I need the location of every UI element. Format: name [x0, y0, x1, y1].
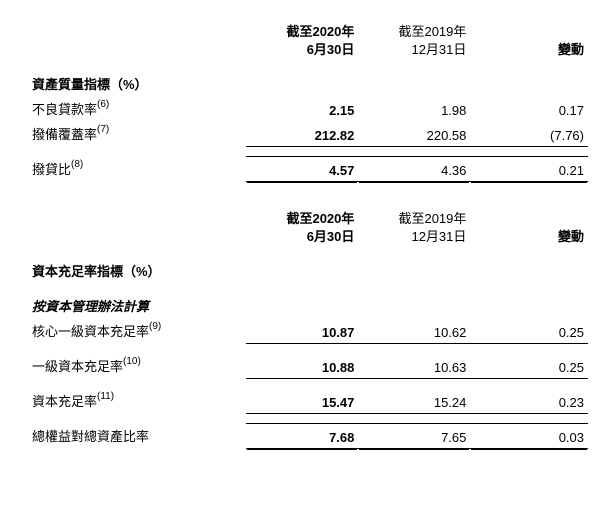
hdr1-col3: 變動 [470, 20, 588, 61]
provision-coverage-row: 撥備覆蓋率(7) 212.82 220.58 (7.76) [28, 121, 588, 146]
val: 220.58 [358, 121, 470, 146]
section2-subheading: 按資本管理辦法計算 [28, 293, 246, 318]
val: 0.17 [470, 96, 588, 121]
row-label: 撥備覆蓋率 [32, 127, 97, 142]
section2-title: 資本充足率指標（%） [28, 258, 246, 283]
val: 4.57 [246, 156, 358, 181]
section1-title: 資產質量指標（%） [28, 71, 246, 96]
row-note: (6) [97, 99, 109, 110]
section1-title-row: 資產質量指標（%） [28, 71, 588, 96]
row-label: 不良貸款率 [32, 102, 97, 117]
hdr2-col2-l1: 截至2019年 [362, 210, 466, 228]
hdr2-col1-l1: 截至2020年 [250, 210, 354, 228]
section2-subheading-row: 按資本管理辦法計算 [28, 293, 588, 318]
val: 2.15 [246, 96, 358, 121]
row-note: (9) [149, 321, 161, 332]
val: 15.24 [358, 388, 470, 413]
row-label: 總權益對總資產比率 [32, 429, 149, 444]
val: 7.65 [358, 423, 470, 448]
row-label: 撥貸比 [32, 162, 71, 177]
val: 0.21 [470, 156, 588, 181]
loan-provision-ratio-row: 撥貸比(8) 4.57 4.36 0.21 [28, 156, 588, 181]
hdr1-col1-l2: 6月30日 [250, 41, 354, 59]
hdr2-col1-l2: 6月30日 [250, 228, 354, 246]
val: 0.03 [470, 423, 588, 448]
val: 0.25 [470, 353, 588, 378]
section2-title-row: 資本充足率指標（%） [28, 258, 588, 283]
financial-table: 截至2020年 6月30日 截至2019年 12月31日 變動 資產質量指標（%… [28, 20, 588, 449]
hdr2-col2-l2: 12月31日 [362, 228, 466, 246]
val: 4.36 [358, 156, 470, 181]
header-row-2: 截至2020年 6月30日 截至2019年 12月31日 變動 [28, 207, 588, 248]
row-label: 一級資本充足率 [32, 359, 123, 374]
core-tier1-row: 核心一級資本充足率(9) 10.87 10.62 0.25 [28, 318, 588, 343]
header-row-1: 截至2020年 6月30日 截至2019年 12月31日 變動 [28, 20, 588, 61]
row-label: 核心一級資本充足率 [32, 324, 149, 339]
row-note: (7) [97, 124, 109, 135]
hdr1-col2-l2: 12月31日 [362, 41, 466, 59]
row-note: (8) [71, 159, 83, 170]
hdr2-col3: 變動 [470, 207, 588, 248]
val: 10.88 [246, 353, 358, 378]
hdr1-col1-l1: 截至2020年 [250, 23, 354, 41]
val: (7.76) [470, 121, 588, 146]
val: 212.82 [246, 121, 358, 146]
row-label: 資本充足率 [32, 394, 97, 409]
row-note: (10) [123, 356, 141, 367]
row-note: (11) [97, 391, 114, 402]
val: 10.87 [246, 318, 358, 343]
npl-ratio-row: 不良貸款率(6) 2.15 1.98 0.17 [28, 96, 588, 121]
val: 0.23 [470, 388, 588, 413]
val: 7.68 [246, 423, 358, 448]
val: 10.63 [358, 353, 470, 378]
tier1-row: 一級資本充足率(10) 10.88 10.63 0.25 [28, 353, 588, 378]
equity-asset-row: 總權益對總資產比率 7.68 7.65 0.03 [28, 423, 588, 448]
hdr1-col2-l1: 截至2019年 [362, 23, 466, 41]
val: 15.47 [246, 388, 358, 413]
car-row: 資本充足率(11) 15.47 15.24 0.23 [28, 388, 588, 413]
val: 1.98 [358, 96, 470, 121]
val: 10.62 [358, 318, 470, 343]
val: 0.25 [470, 318, 588, 343]
